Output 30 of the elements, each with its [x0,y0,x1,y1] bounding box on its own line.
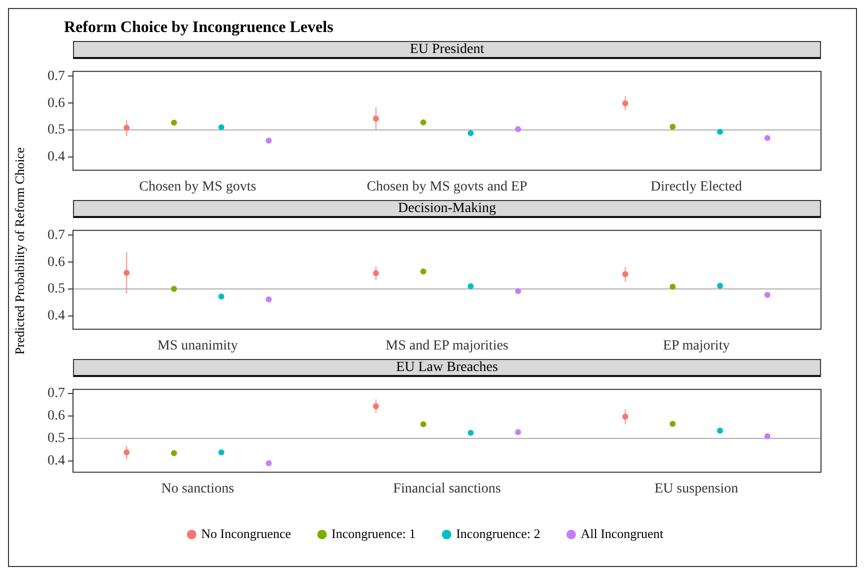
legend-label: Incongruence: 2 [456,526,540,541]
y-axis-title: Predicted Probability of Reform Choice [12,147,28,355]
chart-subtitle: Decision-Making [73,200,821,218]
x-tick-label: No sanctions [161,481,234,496]
y-tick-label: 0.6 [48,96,65,111]
y-tick-label: 0.7 [48,68,65,84]
y-tick-label: 0.5 [48,431,65,446]
chart-subtitle: EU Law Breaches [73,359,821,377]
x-tick-label: Directly Elected [650,179,742,194]
x-tick-label: Chosen by MS govts [139,179,256,194]
y-tick-label: 0.4 [48,454,65,469]
x-tick-label: Chosen by MS govts and EP [366,179,528,194]
legend-label: No Incongruence [201,526,292,541]
chart-title: Reform Choice by Incongruence Levels [63,18,334,38]
x-tick-label: EU suspension [654,481,738,496]
y-tick-label: 0.7 [48,228,65,243]
x-tick-label: EP majority [662,338,730,354]
x-tick-label: MS and EP majorities [386,338,508,354]
y-tick-label: 0.6 [48,254,65,270]
y-tick-label: 0.4 [48,149,65,164]
chart-subtitle: EU President [73,41,821,59]
x-tick-label: MS unanimity [157,338,238,354]
x-tick-label: Financial sanctions [393,481,501,496]
y-tick-label: 0.4 [48,308,65,324]
y-tick-label: 0.5 [48,282,65,297]
legend-label: All Incongruent [580,526,664,541]
y-tick-label: 0.7 [48,386,65,402]
y-tick-label: 0.5 [48,122,65,138]
legend-label: Incongruence: 1 [332,526,416,541]
y-tick-label: 0.6 [48,408,65,424]
